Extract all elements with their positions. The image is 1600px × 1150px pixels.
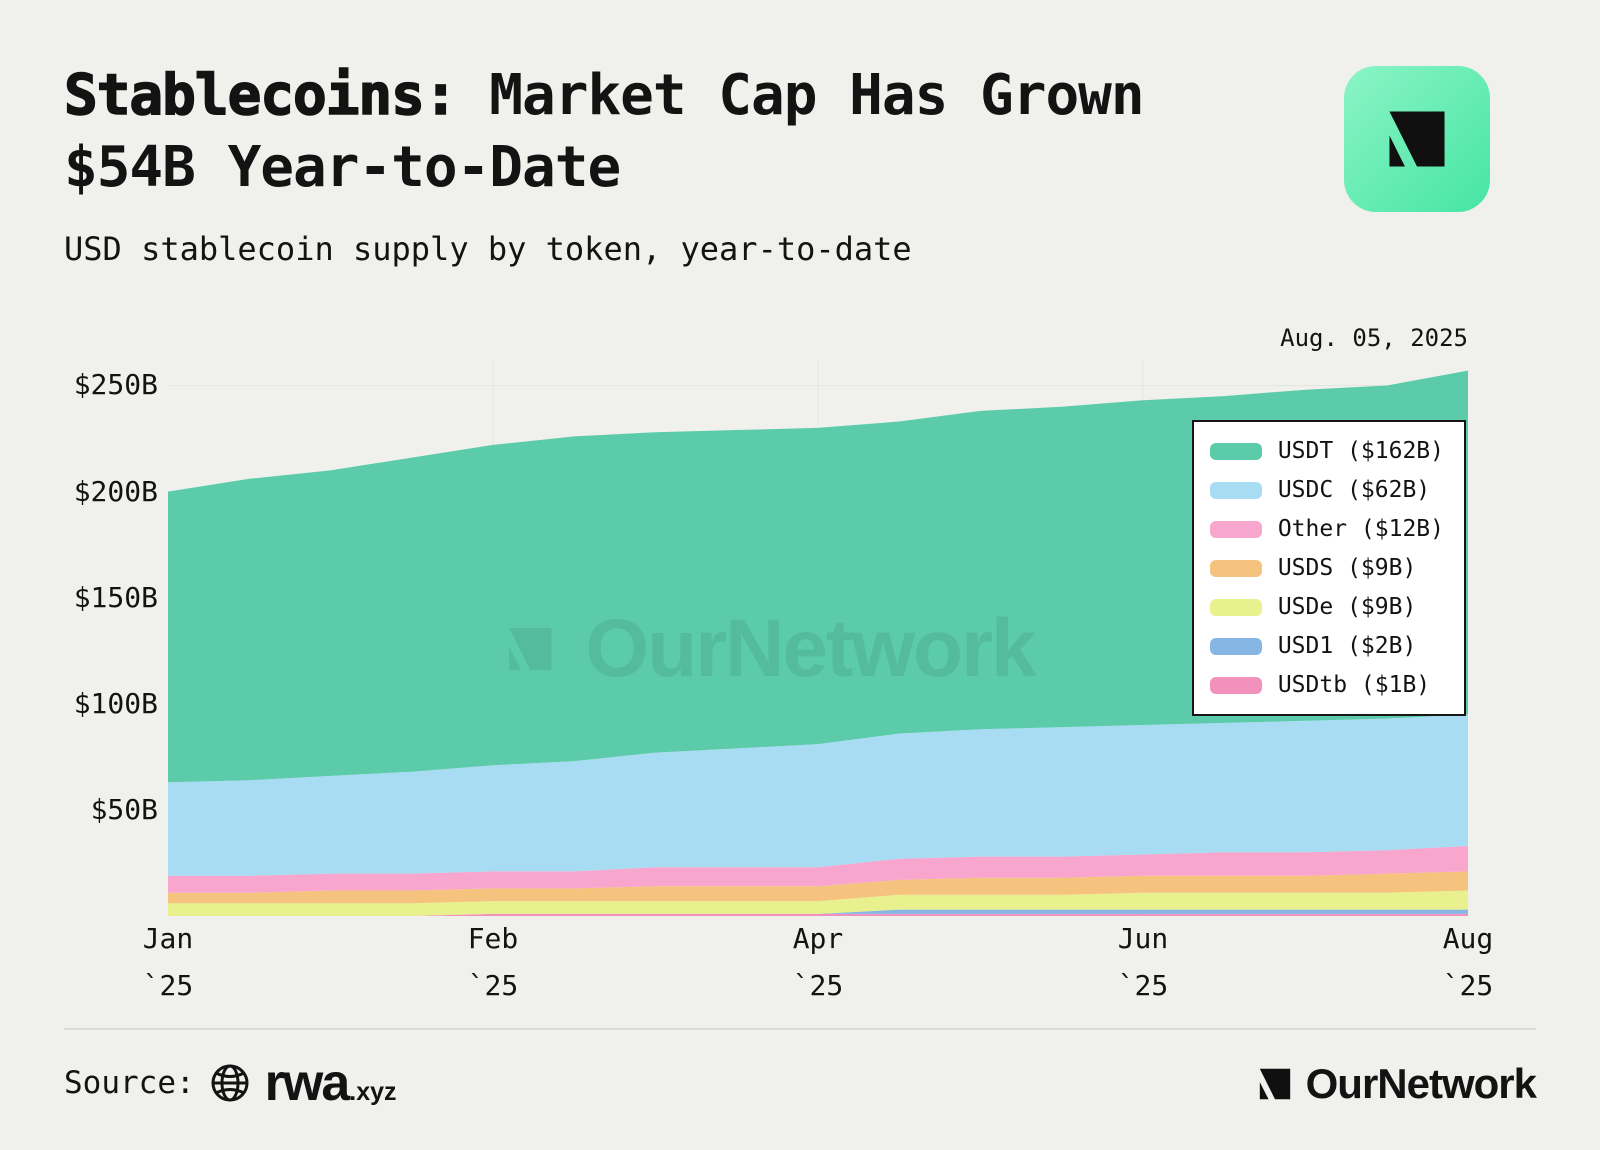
rwa-logo: rwa .xyz xyxy=(265,1053,397,1113)
title-emphasis: Stablecoins: xyxy=(63,62,458,129)
x-tick-label: Feb `25 xyxy=(423,922,563,1002)
legend-swatch xyxy=(1209,559,1262,577)
legend-label: USDe ($9B) xyxy=(1277,594,1417,620)
source-attribution: Source: rwa .xyz xyxy=(64,1052,397,1114)
globe-icon xyxy=(211,1064,249,1102)
legend-label: USDT ($162B) xyxy=(1277,438,1444,464)
x-tick-year: `25 xyxy=(1117,969,1169,1002)
y-tick-label: $250B xyxy=(73,368,158,402)
legend-label: USDC ($62B) xyxy=(1277,477,1431,503)
x-tick-year: `25 xyxy=(467,969,519,1002)
legend-swatch xyxy=(1209,637,1262,655)
rwa-logo-suffix: .xyz xyxy=(349,1078,397,1106)
x-tick-year: `25 xyxy=(142,969,194,1002)
legend-item-other: Other ($12B) xyxy=(1209,516,1444,542)
subtitle: USD stablecoin supply by token, year-to-… xyxy=(64,230,912,268)
y-tick-label: $50B xyxy=(90,792,158,826)
legend-item-usdtb: USDtb ($1B) xyxy=(1209,672,1444,698)
legend-label: USDS ($9B) xyxy=(1277,555,1417,581)
y-axis: $50B $100B $150B $200B $250B xyxy=(0,360,158,916)
x-tick-label: Apr `25 xyxy=(748,922,888,1002)
x-tick-year: `25 xyxy=(792,969,844,1002)
ournetwork-n-icon xyxy=(1389,111,1445,167)
area-usds xyxy=(168,871,1468,904)
legend-item-usdt: USDT ($162B) xyxy=(1209,438,1444,464)
x-tick-month: Apr xyxy=(792,922,844,955)
ournetwork-footer-brand: OurNetwork xyxy=(1256,1060,1537,1108)
x-tick-month: Jan xyxy=(142,922,194,955)
area-usde xyxy=(168,890,1468,916)
legend-label: USD1 ($2B) xyxy=(1277,633,1417,659)
legend-swatch xyxy=(1209,520,1262,538)
ournetwork-footer-icon xyxy=(1259,1068,1290,1100)
y-tick-label: $150B xyxy=(73,580,158,614)
legend-item-usd1: USD1 ($2B) xyxy=(1209,633,1444,659)
area-usd1 xyxy=(168,909,1468,916)
area-usdtb xyxy=(168,913,1468,916)
legend-item-usde: USDe ($9B) xyxy=(1209,594,1444,620)
y-tick-label: $100B xyxy=(73,686,158,720)
chart-area: OurNetwork USDT ($162B)USDC ($62B)Other … xyxy=(168,360,1468,916)
source-label: Source: xyxy=(64,1065,195,1101)
y-tick-label: $200B xyxy=(73,474,158,508)
x-tick-label: Aug `25 xyxy=(1398,922,1538,1002)
ournetwork-logo-tile xyxy=(1344,66,1490,212)
x-axis: Jan `25 Feb `25 Apr `25 Jun `25 Aug `25 xyxy=(143,922,1494,1014)
x-tick-label: Jun `25 xyxy=(1073,922,1213,1002)
page-title: Stablecoins: Market Cap Has Grown $54B Y… xyxy=(63,60,1164,203)
x-tick-label: Jan `25 xyxy=(98,922,238,1002)
legend-swatch xyxy=(1209,442,1262,460)
x-tick-month: Aug xyxy=(1442,922,1494,955)
legend-label: Other ($12B) xyxy=(1277,516,1444,542)
area-other xyxy=(168,846,1468,893)
legend-item-usds: USDS ($9B) xyxy=(1209,555,1444,581)
legend-swatch xyxy=(1209,676,1262,694)
area-usdt xyxy=(168,370,1468,783)
legend-item-usdc: USDC ($62B) xyxy=(1209,477,1444,503)
x-tick-month: Feb xyxy=(467,922,519,955)
legend-swatch xyxy=(1209,481,1262,499)
title-text: Market Cap Has Grown $54B Year-to-Date xyxy=(64,63,1145,200)
x-tick-year: `25 xyxy=(1442,969,1494,1002)
x-tick-month: Jun xyxy=(1117,922,1169,955)
date-label: Aug. 05, 2025 xyxy=(1280,324,1468,352)
legend-swatch xyxy=(1209,598,1262,616)
footer-divider xyxy=(64,1028,1536,1030)
area-usdc xyxy=(168,714,1468,876)
footer-brand-text: OurNetwork xyxy=(1305,1060,1537,1107)
chart-svg xyxy=(168,360,1468,916)
rwa-logo-text: rwa xyxy=(264,1054,351,1112)
legend-label: USDtb ($1B) xyxy=(1277,672,1431,698)
legend: USDT ($162B) USDC ($62B) Other ($12B) USDS … xyxy=(1191,420,1466,716)
